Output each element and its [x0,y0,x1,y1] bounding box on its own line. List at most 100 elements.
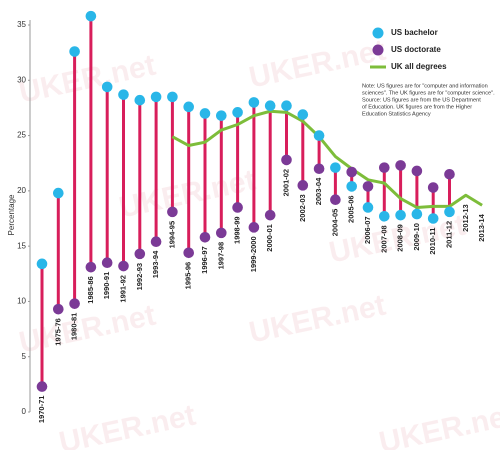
dot [379,162,390,173]
x-tick-label: 1997-98 [216,242,225,270]
dot [379,210,390,222]
dot [199,231,211,243]
note: Source: US figures are from the US Depar… [362,97,481,103]
watermark: UKER.net [376,399,500,450]
y-tick-label: 30 [17,75,26,84]
dot [216,110,227,121]
dot [297,180,309,191]
note: Education Statistics Agency [362,111,431,117]
dot [444,168,455,180]
legend-marker [372,27,384,39]
dot [183,101,194,113]
dot [427,213,439,224]
x-tick-label: 1999-2000 [249,236,258,272]
x-tick-label: 1998-99 [233,216,242,244]
y-tick-label: 15 [17,241,26,250]
legend-label: US doctorate [391,45,441,54]
dot [444,206,455,218]
watermark: UKER.net [16,299,158,360]
dot [248,222,260,233]
x-tick-label: 1980-81 [70,313,79,341]
x-tick-label: 2001-02 [281,169,290,197]
y-tick-label: 35 [17,20,26,29]
dot [183,247,194,259]
note: Note: US figures are for "computer and i… [362,83,488,89]
x-tick-label: 2006-07 [363,216,372,244]
dot [362,181,374,192]
watermark: UKER.net [246,289,388,350]
y-tick-label: 0 [22,407,27,416]
dot [411,208,423,220]
x-tick-label: 1996-97 [200,246,209,274]
dot [134,248,146,260]
x-tick-label: 2011-12 [444,221,453,248]
dot [85,261,97,273]
dot [411,165,423,177]
dot [134,94,146,106]
dot [216,227,227,239]
y-tick-label: 5 [22,352,27,361]
y-axis-label: Percentage [7,194,16,235]
x-tick-label: 2009-10 [412,223,421,251]
dot [330,194,341,206]
dot [313,130,325,141]
x-tick-label: 2010-11 [428,228,437,255]
dot [264,100,276,112]
dot [232,107,243,118]
dot [118,89,129,100]
x-tick-label: 1992-93 [135,263,144,291]
x-tick-label: 1994-95 [167,221,176,249]
dot [362,202,374,213]
x-tick-label: 2012-13 [461,204,470,232]
x-tick-label: 2002-03 [298,194,307,222]
dot [53,187,64,199]
dot [313,163,325,175]
dot [69,298,80,309]
x-tick-label: 2013-14 [477,213,486,241]
dot [281,100,292,112]
dot [346,166,358,178]
note: of Education. UK figures are from the Hi… [362,104,472,110]
dot [101,257,113,269]
dot [36,258,48,270]
dot [297,109,309,120]
note: sciences". The UK figures are for "compu… [362,90,495,96]
series-line [171,109,483,209]
x-tick-label: 1993-94 [151,250,160,278]
dot [69,46,80,57]
x-tick-label: 1995-96 [184,262,193,290]
dot [248,97,260,108]
dot [232,202,243,213]
x-tick-label: 1991-92 [118,275,127,303]
x-tick-label: 1985-86 [86,276,95,304]
dot [395,160,406,171]
x-tick-label: 2005-06 [347,195,356,223]
dot [167,91,178,103]
dot [346,181,358,192]
dot [395,209,406,221]
dot [281,154,292,166]
y-tick-label: 25 [17,131,26,140]
dot [264,209,276,221]
x-tick-label: 2003-04 [314,177,323,205]
x-tick-label: 1990-91 [102,272,111,300]
legend-label: US bachelor [391,28,438,37]
y-tick-label: 20 [17,186,26,195]
watermark: UKER.net [56,399,198,450]
dot [101,81,113,93]
dot [53,303,64,315]
dot [199,108,211,119]
dot [150,91,162,103]
dot [36,381,48,392]
x-tick-label: 1970-71 [37,396,46,424]
dot [330,162,341,173]
dot [118,260,129,272]
dot [167,206,178,218]
y-tick-label: 10 [17,297,26,306]
x-tick-label: 2000-01 [265,224,274,252]
dot [427,182,439,193]
x-tick-label: 2004-05 [330,209,339,237]
legend-marker [372,44,384,56]
